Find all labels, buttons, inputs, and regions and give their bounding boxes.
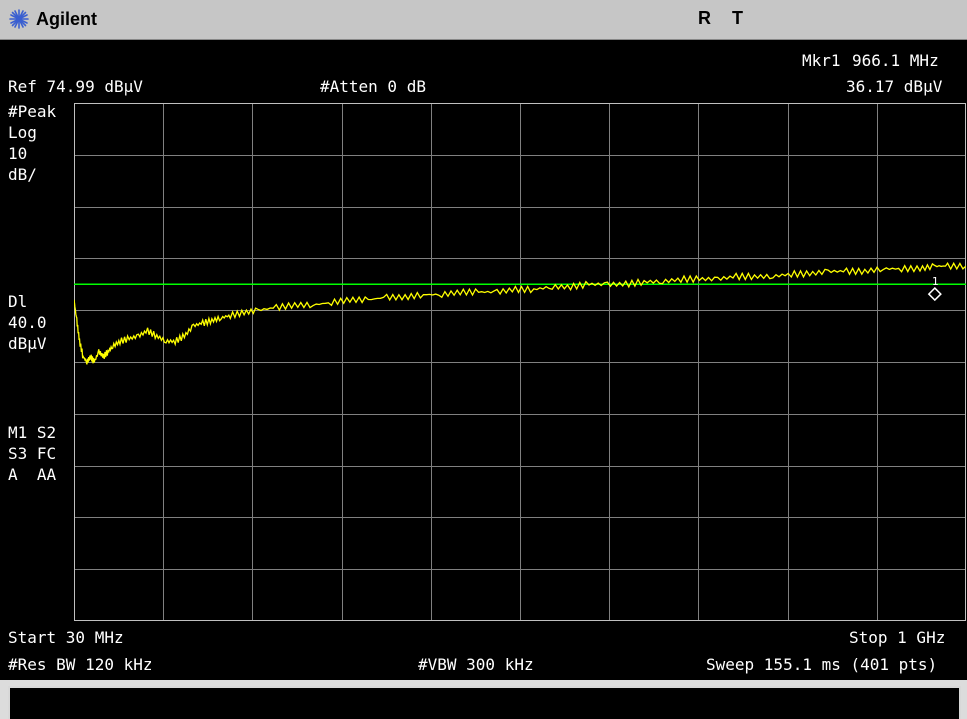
spectrum-trace [73, 261, 967, 365]
marker-level: 36.17 dBµV [846, 77, 943, 96]
display-line-unit: dBµV [8, 334, 47, 353]
graticule-border [74, 103, 966, 621]
display-line-value: 40.0 [8, 313, 47, 332]
remote-status: R [698, 8, 711, 28]
spectrum-plot: 1 [73, 103, 967, 622]
scale-unit: dB/ [8, 165, 37, 184]
trace-flags-1: M1 S2 [8, 423, 57, 442]
brand-name: Agilent [36, 8, 97, 29]
trace-flags-2: S3 FC [8, 444, 57, 463]
resolution-bandwidth: #Res BW 120 kHz [8, 655, 153, 674]
title-bar: Agilent R T [0, 0, 967, 40]
start-frequency: Start 30 MHz [8, 628, 124, 647]
marker-label: Mkr1 [802, 51, 841, 70]
spectrum-display: 1 [73, 103, 967, 622]
trigger-status: T [732, 8, 743, 28]
stop-frequency: Stop 1 GHz [849, 628, 946, 647]
trace-flags-3: A AA [8, 465, 57, 484]
scale-type: Log [8, 123, 37, 142]
video-bandwidth: #VBW 300 kHz [418, 655, 534, 674]
display-line-label: Dl [8, 292, 28, 311]
marker-frequency: 966.1 MHz [852, 51, 939, 70]
attenuation: #Atten 0 dB [320, 77, 426, 96]
sweep-time: Sweep 155.1 ms (401 pts) [706, 655, 938, 674]
scale-value: 10 [8, 144, 28, 163]
detector-mode: #Peak [8, 102, 57, 121]
brand: Agilent [8, 8, 97, 30]
message-line [8, 686, 961, 719]
marker-diamond-icon [927, 287, 942, 302]
marker-number: 1 [932, 275, 939, 288]
agilent-logo-icon [9, 9, 29, 29]
reference-level: Ref 74.99 dBµV [8, 77, 143, 96]
